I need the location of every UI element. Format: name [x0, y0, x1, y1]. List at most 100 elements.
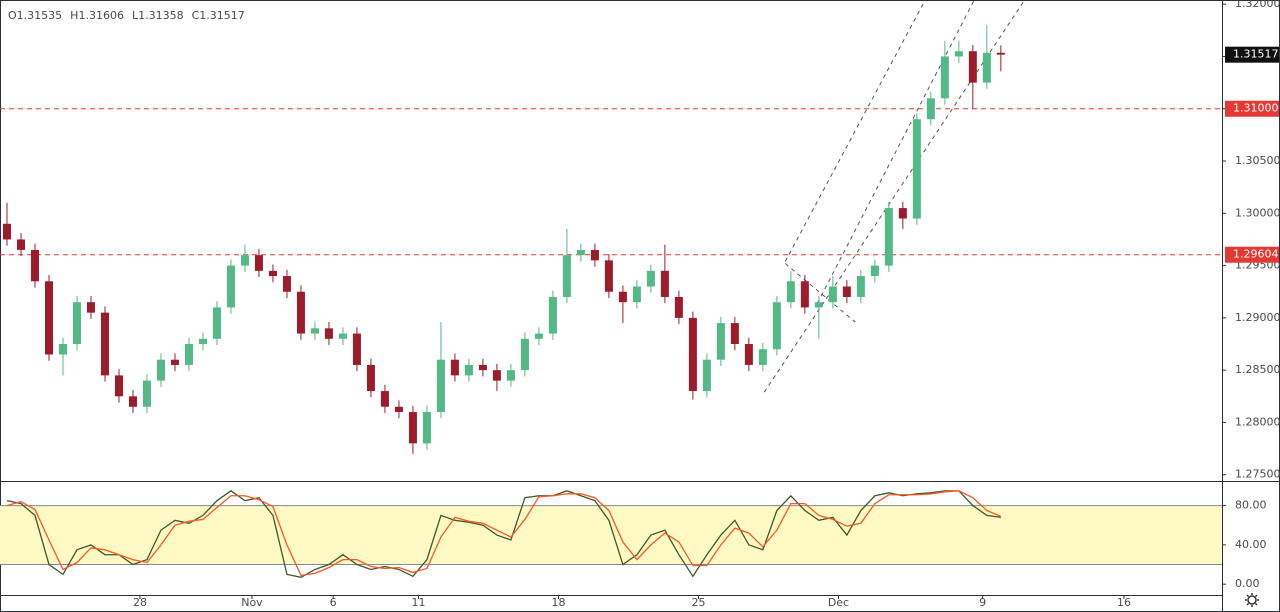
candle-body [114, 375, 123, 397]
x-tick-label: Nov [241, 596, 263, 609]
candle-body [352, 333, 361, 365]
x-tick-label: 25 [691, 596, 705, 609]
candle-body [310, 328, 319, 334]
candle-body [436, 359, 445, 412]
candle-body [464, 364, 473, 376]
x-tick-label: 16 [1117, 596, 1131, 609]
candle-body [954, 51, 963, 57]
candle-body [44, 281, 53, 355]
y-tick-label: 1.28000 [1235, 415, 1280, 428]
candle-body [968, 51, 977, 83]
x-tick-label: 6 [330, 596, 337, 609]
candle-body [170, 359, 179, 365]
x-tick-label: 11 [412, 596, 426, 609]
candle-body [366, 364, 375, 392]
candle-body [604, 260, 613, 292]
candle-body [842, 286, 851, 297]
candle-body [786, 281, 795, 303]
ohlc-key: C [192, 9, 200, 22]
candle-body [2, 223, 11, 240]
candle-body [212, 307, 221, 339]
y-tick-label: 1.32000 [1235, 0, 1280, 10]
candle-body [576, 249, 585, 256]
candle-body [478, 364, 487, 371]
candle-body [86, 302, 95, 313]
ohlc-key: H [70, 9, 78, 22]
candle-body [492, 370, 501, 381]
y-tick-label: 1.30000 [1235, 206, 1280, 219]
candle-body [618, 291, 627, 303]
candle-body [408, 411, 417, 444]
candle-body [772, 302, 781, 350]
last-price-label: 1.31517 [1233, 48, 1279, 61]
candle-body [226, 265, 235, 308]
y-tick-label: 1.29000 [1235, 311, 1280, 324]
candle-body [324, 328, 333, 339]
ohlc-value: 1.31358 [138, 9, 184, 22]
candle-body [268, 270, 277, 277]
candle-body [520, 338, 529, 371]
trend-line [784, 0, 926, 262]
candle-body [142, 380, 151, 407]
candle-body [632, 286, 641, 303]
y-tick-label: 0.00 [1235, 577, 1260, 590]
candle-body [702, 359, 711, 392]
candle-body [716, 323, 725, 360]
candle-body [590, 249, 599, 261]
x-tick-label: Dec [828, 596, 849, 609]
candle-body [282, 276, 291, 292]
settings-icon[interactable] [1245, 593, 1259, 607]
candle-body [58, 344, 67, 355]
candle-body [562, 255, 571, 297]
candle-body [156, 359, 165, 381]
last-price-badge [1225, 46, 1279, 63]
ohlc-value: 1.31517 [199, 9, 245, 22]
candle-body [506, 370, 515, 381]
x-tick-label: 18 [552, 596, 566, 609]
candle-body [912, 119, 921, 219]
candle-body [184, 344, 193, 365]
candle-body [646, 270, 655, 287]
candle-body [674, 296, 683, 318]
candle-body [240, 255, 249, 266]
candle-body [744, 344, 753, 365]
level-badge [1225, 100, 1279, 117]
level-badge-label: 1.29604 [1233, 248, 1279, 261]
candle-body [128, 396, 137, 407]
candle-body [730, 323, 739, 345]
candle-body [856, 276, 865, 297]
y-tick-label: 80.00 [1235, 499, 1267, 512]
level-badge [1225, 246, 1279, 263]
ohlc-value: 1.31535 [17, 9, 63, 22]
trend-line [763, 0, 1026, 393]
y-tick-label: 1.27500 [1235, 468, 1280, 481]
candle-body [394, 406, 403, 412]
candle-body [72, 302, 81, 345]
candle-body [940, 56, 949, 99]
candle-body [422, 411, 431, 444]
ohlc-header: O1.31535 H1.31606 L1.31358 C1.31517 [8, 9, 245, 22]
level-badge-label: 1.31000 [1233, 102, 1279, 115]
candle-body [380, 391, 389, 407]
candle-body [16, 239, 25, 250]
y-tick-label: 40.00 [1235, 538, 1267, 551]
candle-body [660, 270, 669, 297]
candle-body [688, 317, 697, 392]
ohlc-key: L [132, 9, 139, 22]
candle-body [534, 333, 543, 339]
ohlc-value: 1.31606 [78, 9, 124, 22]
ohlc-key: O [8, 9, 17, 22]
candle-body [338, 333, 347, 339]
oscillator-line [6, 490, 1002, 577]
candle-body [926, 98, 935, 120]
candle-body [548, 296, 557, 334]
candle-body [30, 249, 39, 282]
candle-body [254, 255, 263, 271]
candle-body [758, 349, 767, 365]
candle-body [814, 302, 823, 308]
candle-body [982, 52, 991, 83]
x-tick-label: 9 [979, 596, 986, 609]
candle-body [828, 286, 837, 303]
